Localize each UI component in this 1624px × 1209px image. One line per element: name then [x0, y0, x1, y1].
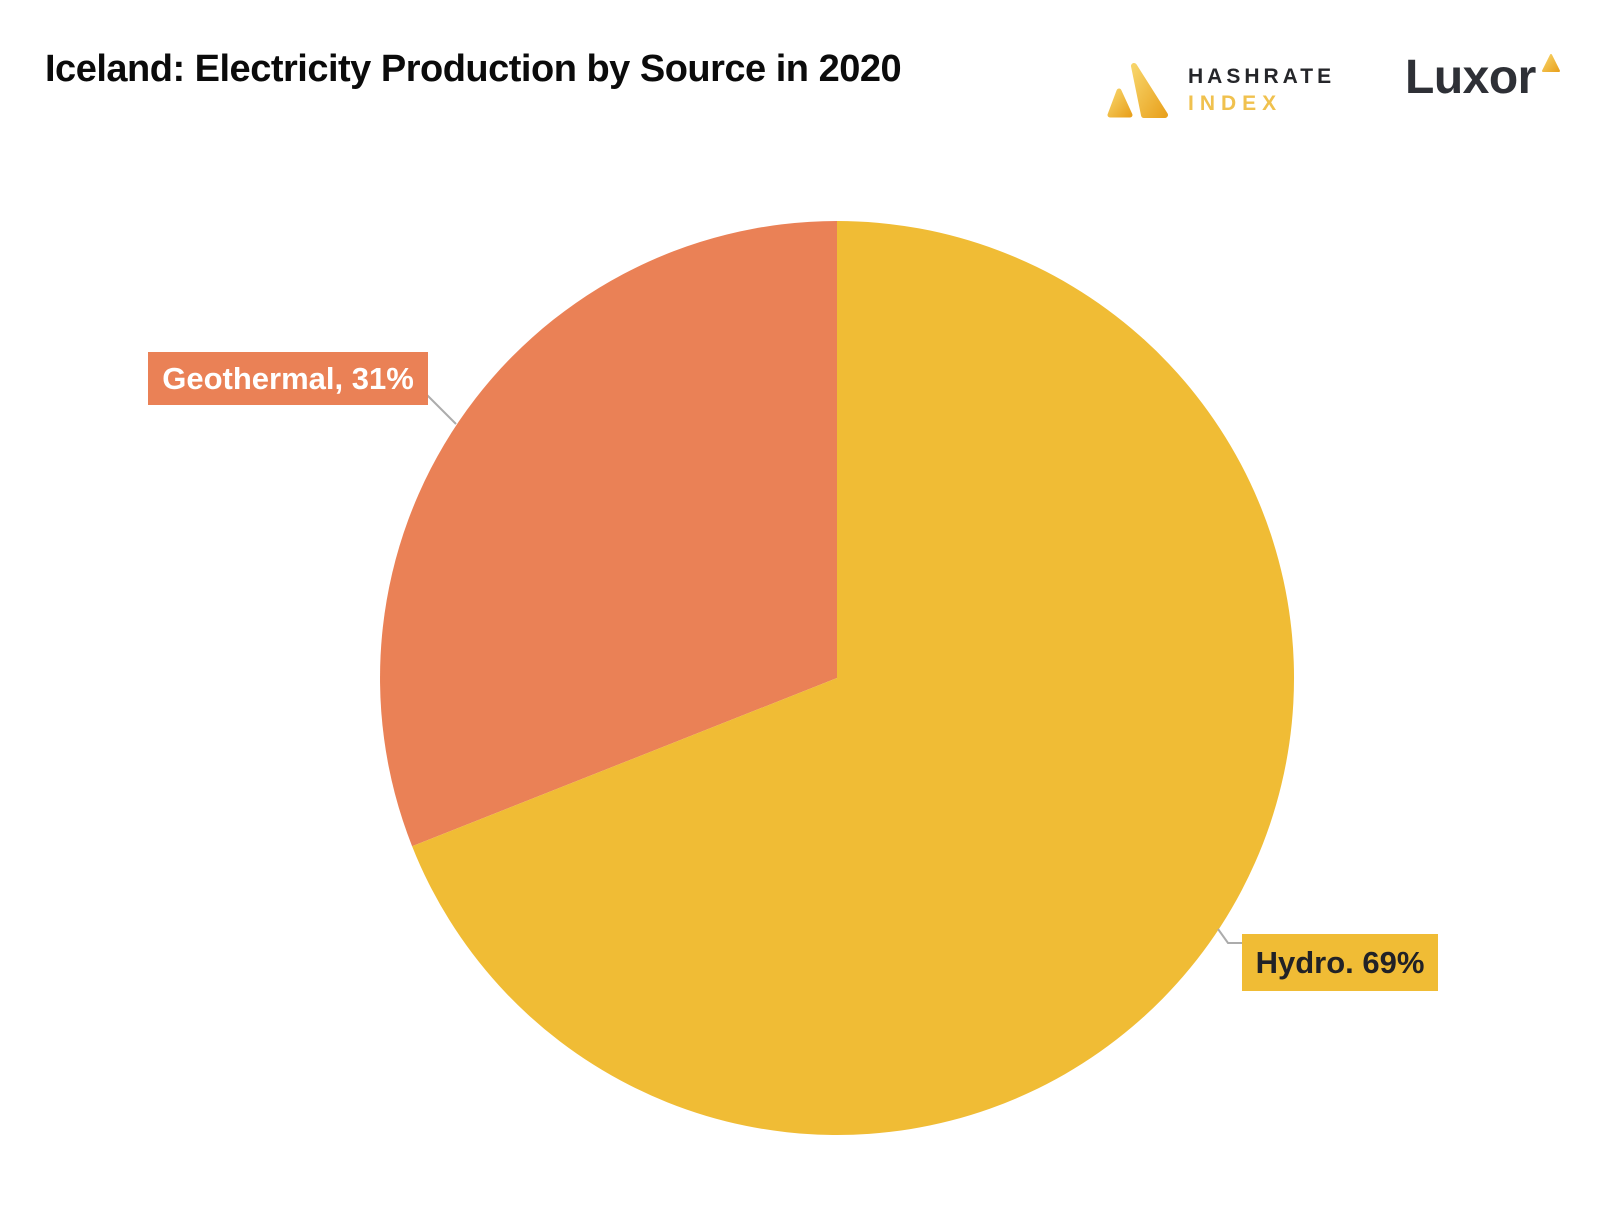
pie-slice-hydro	[412, 221, 1295, 1135]
hashrate-index-wordmark: HASHRATE INDEX	[1188, 66, 1335, 114]
slice-label-geothermal-text: Geothermal, 31%	[162, 360, 414, 396]
luxor-triangle-icon	[1541, 54, 1560, 72]
pie-slice-geothermal	[380, 221, 837, 847]
leader-line-hydro	[1217, 928, 1243, 944]
hashrate-index-logo: HASHRATE INDEX	[1106, 60, 1335, 120]
slice-label-geothermal: Geothermal, 31%	[148, 352, 428, 405]
luxor-logo: Luxor	[1405, 50, 1562, 105]
hashrate-wordmark-line1: HASHRATE	[1188, 65, 1336, 88]
luxor-wordmark: Luxor	[1405, 51, 1536, 104]
page-title: Iceland: Electricity Production by Sourc…	[45, 48, 902, 90]
slice-label-hydro-text: Hydro. 69%	[1255, 944, 1425, 980]
slice-label-hydro: Hydro. 69%	[1242, 934, 1438, 991]
hashrate-index-mark-icon	[1107, 63, 1168, 118]
leader-line-geothermal	[426, 394, 457, 425]
hashrate-wordmark-line2: INDEX	[1188, 92, 1283, 115]
